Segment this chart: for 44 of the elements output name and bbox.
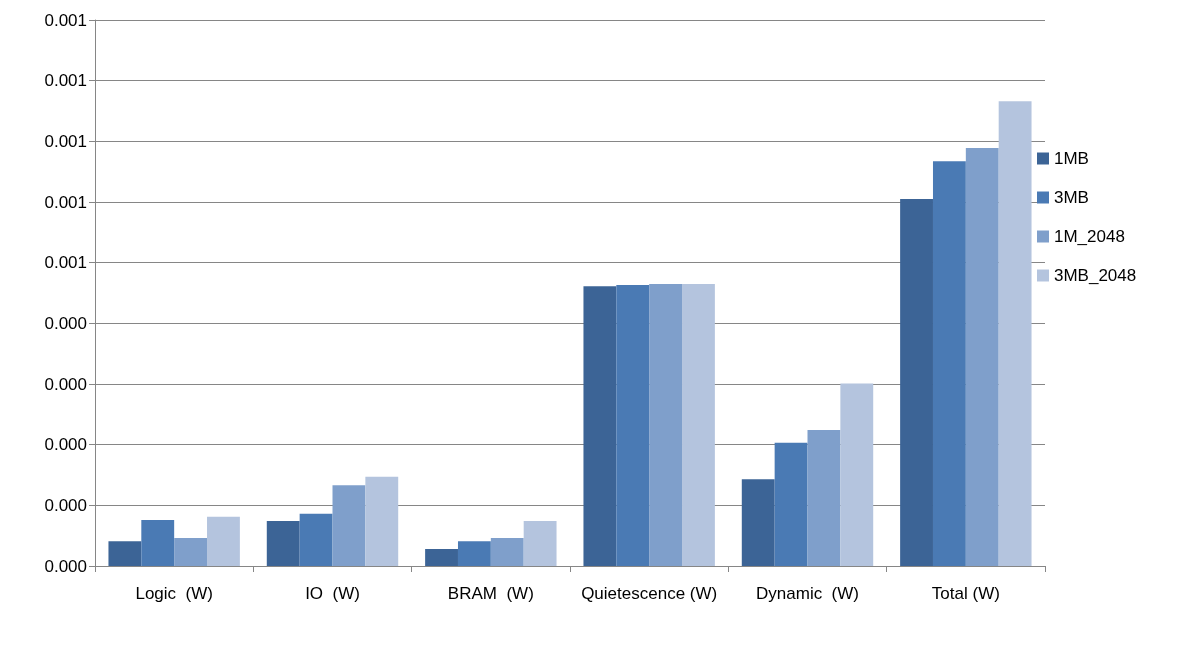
bar <box>141 519 175 566</box>
x-tick-label: BRAM (W) <box>447 583 534 603</box>
y-tick-label: 0.001 <box>44 253 87 273</box>
bar <box>741 479 775 566</box>
x-tick-label: Logic (W) <box>135 583 213 603</box>
bar <box>649 283 683 566</box>
bar <box>583 286 617 566</box>
bar <box>523 521 557 566</box>
y-tick-label: 0.001 <box>44 131 87 151</box>
y-tick-label: 0.000 <box>44 556 87 576</box>
y-tick-label: 0.001 <box>44 10 87 30</box>
bar <box>900 198 933 566</box>
x-tick-label: Quietescence (W) <box>581 583 718 603</box>
legend-label: 1MB <box>1054 149 1089 168</box>
bar <box>490 538 524 566</box>
y-tick-label: 0.000 <box>44 435 87 455</box>
x-tick-label: Total (W) <box>931 583 1000 603</box>
y-tick-label: 0.001 <box>44 192 87 212</box>
legend-label: 3MB <box>1054 188 1089 207</box>
bar <box>266 521 300 566</box>
bar <box>332 485 366 566</box>
y-tick-label: 0.001 <box>44 71 87 91</box>
bar <box>457 541 491 566</box>
bar <box>365 476 399 566</box>
bar <box>616 285 650 566</box>
x-tick-label: Dynamic (W) <box>756 583 859 603</box>
bar <box>965 148 999 566</box>
bar <box>932 161 966 566</box>
legend-label: 1M_2048 <box>1054 227 1125 246</box>
bar <box>998 101 1032 566</box>
bar <box>807 430 841 566</box>
bar <box>774 442 808 566</box>
bar <box>207 516 240 566</box>
y-tick-label: 0.000 <box>44 495 87 515</box>
bar <box>108 541 142 566</box>
legend-label: 3MB_2048 <box>1054 266 1137 285</box>
bar <box>840 383 874 566</box>
bar <box>174 538 208 566</box>
y-tick-label: 0.000 <box>44 374 87 394</box>
y-tick-label: 0.000 <box>44 313 87 333</box>
bar <box>682 283 715 566</box>
bar <box>299 513 333 566</box>
x-tick-label: IO (W) <box>305 583 360 603</box>
bar <box>425 549 458 566</box>
